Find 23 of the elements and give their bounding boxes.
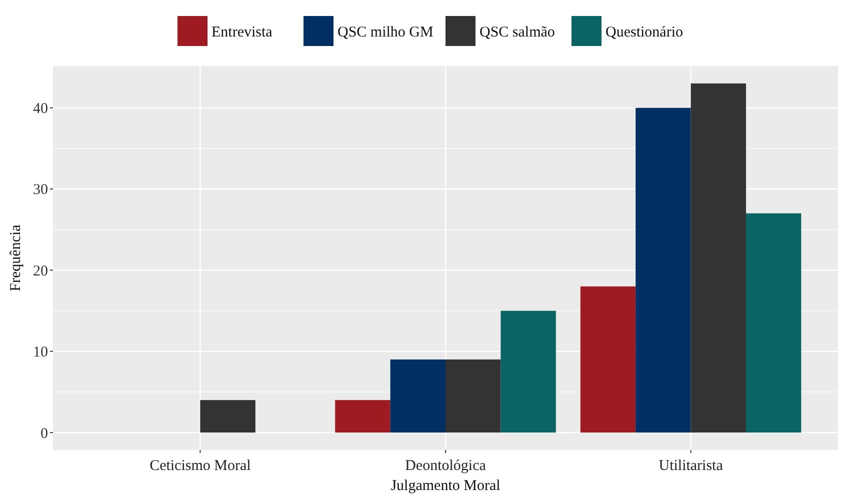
x-tick-label: Utilitarista — [658, 458, 724, 474]
legend-label: QSC milho GM — [338, 24, 434, 40]
x-tick-label: Deontológica — [405, 458, 486, 474]
bar — [446, 359, 501, 433]
y-tick-label: 40 — [33, 101, 48, 118]
y-axis-title: Frequência — [8, 224, 24, 292]
bar — [200, 400, 256, 433]
bar — [390, 359, 446, 433]
y-tick-label: 30 — [33, 182, 48, 198]
legend-label: Questionário — [606, 24, 683, 40]
bar — [690, 83, 746, 433]
x-axis-title: Julgamento Moral — [390, 478, 500, 494]
bar — [746, 213, 802, 433]
y-tick-label: 20 — [33, 263, 48, 280]
y-tick-label: 0 — [40, 426, 48, 442]
x-tick-label: Ceticismo Moral — [150, 458, 251, 474]
bar — [500, 310, 556, 433]
bar — [636, 108, 691, 433]
legend-label: Entrevista — [212, 24, 273, 40]
legend-label: QSC salmão — [480, 24, 555, 40]
bar — [335, 400, 390, 433]
y-tick-label: 10 — [33, 344, 48, 361]
bar — [580, 286, 636, 433]
